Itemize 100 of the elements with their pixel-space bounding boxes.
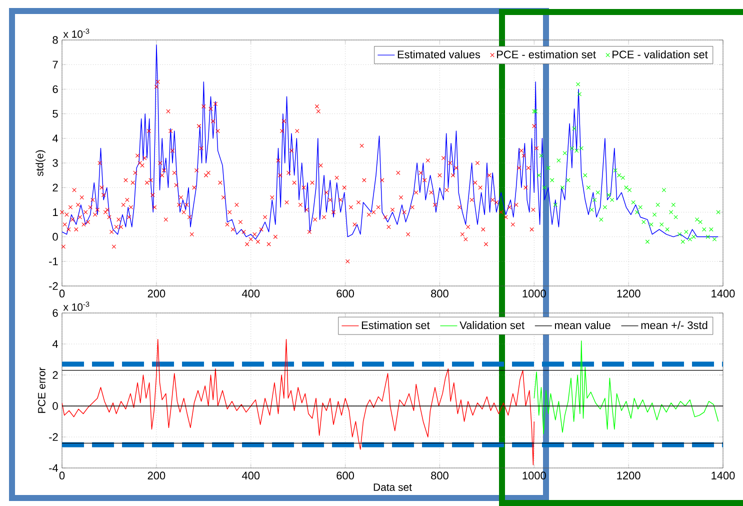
y-tick-label: 4 (52, 340, 58, 348)
point (684, 230, 688, 234)
point (556, 158, 561, 163)
y-tick-label: 6 (52, 309, 58, 317)
point (712, 237, 717, 242)
point (546, 166, 550, 170)
x-tick-label: 600 (336, 472, 354, 480)
x-tick-label: 400 (242, 290, 260, 298)
point (536, 173, 541, 178)
point (642, 220, 646, 224)
point (610, 198, 614, 202)
point (645, 240, 650, 244)
y-tick-label: 5 (52, 110, 58, 118)
point (674, 214, 678, 220)
point (617, 173, 622, 178)
x-tick-label: 800 (431, 472, 448, 480)
legend-label: PCE - validation set (612, 50, 708, 58)
point (572, 126, 576, 131)
point (698, 220, 702, 224)
point (660, 222, 664, 227)
point (574, 148, 579, 153)
point (652, 212, 657, 217)
y-tick-label: 7 (52, 60, 58, 68)
legend-label: mean +/- 3std (641, 321, 708, 330)
x-tick-label: 200 (148, 290, 166, 298)
point (590, 208, 594, 212)
text: x 10$^{-3}$ (63, 28, 90, 38)
point (602, 205, 608, 210)
point (668, 210, 674, 214)
x-axis-title: Data set (374, 484, 412, 491)
point (638, 205, 642, 210)
point (542, 185, 547, 190)
point (692, 234, 696, 239)
line-series (534, 340, 719, 434)
y-tick-label: 0 (52, 232, 58, 241)
point (671, 202, 676, 207)
point (592, 198, 597, 202)
point (709, 227, 714, 232)
y-tick-label: 1 (53, 208, 58, 216)
point (579, 146, 584, 150)
point (599, 217, 604, 222)
point (586, 185, 591, 190)
y-tick-label: 8 (52, 36, 58, 44)
point (627, 188, 632, 192)
legend-label: Estimation set (362, 321, 430, 330)
point (576, 82, 580, 86)
y-tick-label: -2 (49, 433, 58, 441)
point (532, 109, 536, 114)
point (634, 210, 640, 214)
y-axis-title: PCE error (38, 367, 46, 413)
x-tick-label: 200 (148, 472, 166, 480)
x-tick-label: 400 (242, 472, 260, 480)
text: x 10$^{-3}$ (63, 302, 90, 311)
legend-label: PCE - estimation set (497, 50, 596, 58)
point (680, 240, 685, 244)
x-tick-label: 0 (59, 472, 65, 480)
point (665, 227, 670, 232)
point (566, 178, 570, 182)
line-series (62, 338, 534, 466)
y-tick-label: -1 (49, 258, 58, 266)
x-tick-label: 800 (431, 290, 448, 298)
x-tick-label: 0 (59, 290, 65, 298)
point (656, 202, 660, 207)
y-tick-label: -4 (49, 464, 58, 472)
point (596, 190, 600, 195)
x-tick-label: 600 (336, 290, 354, 298)
point (570, 146, 574, 150)
x-tick-label: 1400 (712, 290, 735, 298)
point (550, 178, 554, 182)
y-tick-label: -2 (49, 282, 58, 290)
point (688, 237, 692, 242)
legend-label: Validation set (460, 321, 524, 330)
y-tick-label: 4 (52, 134, 58, 142)
legend-label: mean value (554, 321, 610, 330)
point (662, 188, 666, 192)
point (553, 202, 558, 207)
point (631, 200, 636, 204)
point (702, 227, 706, 232)
point (562, 151, 567, 156)
point (694, 217, 700, 222)
x-tick-label: 1400 (712, 472, 735, 480)
x-tick-label: 1200 (617, 472, 640, 480)
x-tick-label: 1200 (617, 290, 640, 298)
point (649, 222, 654, 227)
point (716, 210, 720, 214)
point (620, 176, 626, 180)
point (533, 109, 538, 114)
y-tick-label: 6 (52, 85, 58, 94)
legend-label: Estimated values (398, 50, 480, 58)
point (606, 192, 611, 198)
point (539, 153, 544, 158)
point (706, 234, 710, 239)
point (677, 232, 682, 236)
y-tick-label: 3 (52, 159, 58, 167)
point (577, 92, 582, 96)
y-tick-label: 2 (52, 371, 58, 379)
point (624, 185, 628, 190)
point (613, 168, 618, 172)
point (560, 185, 565, 190)
y-tick-label: 0 (52, 402, 58, 410)
